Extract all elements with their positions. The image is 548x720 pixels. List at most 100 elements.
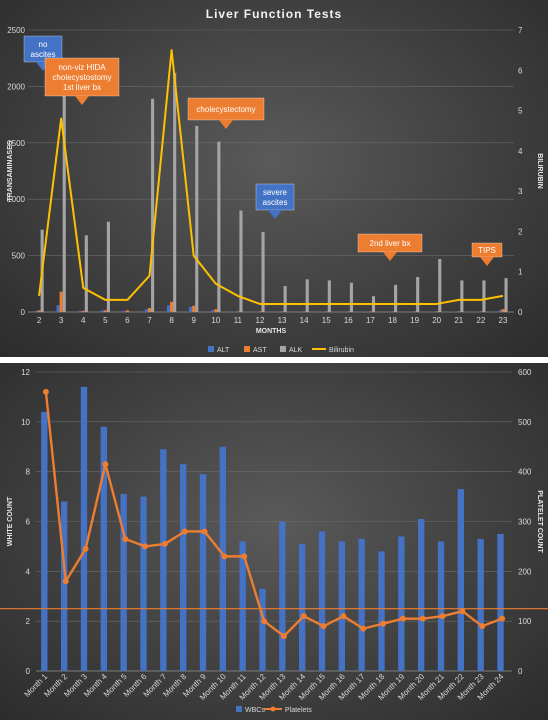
annotation-arrow (219, 120, 233, 129)
y2-tick-label: 300 (518, 518, 532, 527)
y-axis-label: WHITE COUNT (7, 496, 14, 546)
platelet-point (261, 618, 268, 625)
y2-axis-label: PLATELET COUNT (536, 490, 543, 553)
y2-tick-label: 6 (518, 66, 523, 75)
bar-alt (321, 311, 325, 312)
bar-ast (258, 311, 262, 312)
y-tick-label: 0 (21, 308, 26, 317)
bar-ast (346, 311, 350, 312)
legend-marker (270, 706, 276, 712)
bar-wbc (398, 536, 405, 671)
bar-wbc (437, 541, 445, 671)
bar-ast (324, 311, 328, 312)
y2-tick-label: 5 (518, 107, 523, 116)
platelet-point (142, 543, 149, 550)
bar-alk (151, 98, 155, 312)
bar-alk (283, 286, 287, 312)
bar-alt (277, 311, 281, 312)
bar-wbc (60, 501, 68, 671)
annotation-text: 2nd liver bx (370, 239, 411, 248)
bar-wbc (140, 496, 147, 671)
annotation-arrow (75, 96, 89, 105)
platelet-point (62, 578, 69, 585)
y-tick-label: 8 (26, 468, 31, 477)
bar-alk (482, 280, 486, 312)
annotation-callout: cholecystectomy (187, 97, 265, 129)
legend-label: AST (253, 347, 267, 354)
bar-alk (438, 258, 442, 312)
bar-alk (504, 278, 508, 312)
bar-alt (122, 310, 126, 312)
annotation-box (44, 57, 120, 97)
platelet-point (360, 625, 367, 632)
bar-alt (34, 310, 38, 312)
bar-alt (100, 310, 104, 312)
annotation-text: TIPS (478, 246, 496, 255)
platelet-point (201, 528, 208, 535)
legend-label: Platelets (285, 707, 312, 714)
bar-wbc (358, 538, 365, 671)
bar-alt (189, 306, 193, 312)
annotation-text: ascites (31, 50, 56, 59)
annotation-text: severe (263, 188, 288, 197)
y-tick-label: 2 (26, 617, 31, 626)
x-tick-label: 2 (37, 316, 42, 325)
platelet-point (320, 623, 327, 630)
platelet-point (459, 608, 466, 615)
platelet-point (181, 528, 188, 535)
chart-title: Liver Function Tests (206, 7, 342, 21)
platelet-point (479, 623, 486, 630)
bar-ast (192, 305, 196, 312)
y-tick-label: 2000 (7, 82, 25, 91)
bar-wbc (259, 588, 266, 671)
bar-alt (255, 311, 259, 312)
bar-alk (261, 231, 265, 312)
bar-wbc (199, 474, 207, 671)
bar-ast (125, 310, 129, 312)
x-tick-label: 19 (410, 316, 419, 325)
bar-alk (416, 277, 420, 312)
liver-function-chart-panel: Liver Function Tests 0 500 1000 1500 2000 2500… (0, 0, 548, 357)
annotation-text: cholecystostomy (52, 73, 111, 82)
annotation-box (255, 183, 295, 211)
bar-wbc (298, 543, 306, 671)
x-tick-label: 11 (234, 316, 243, 325)
legend-label: Bilirubin (329, 347, 354, 354)
platelet-point (122, 535, 129, 542)
platelet-point (399, 615, 406, 622)
x-tick-label: 7 (147, 316, 152, 325)
bar-alk (173, 72, 177, 312)
blood-count-chart-panel: 0 2 4 6 8 10 12 0 100 200 300 400 500 600 Month 1 Month… (0, 363, 548, 720)
annotation-arrow (480, 257, 494, 266)
annotation-arrow (268, 210, 282, 219)
y2-tick-label: 1 (518, 268, 523, 277)
bar-ast (479, 311, 483, 312)
y2-tick-label: 2 (518, 227, 523, 236)
bar-alk (349, 282, 353, 312)
bar-alk (84, 235, 88, 312)
bar-wbc (279, 521, 286, 671)
bar-alk (394, 284, 398, 312)
legend-swatch (244, 346, 250, 352)
bar-wbc (41, 411, 48, 671)
bar-alt (78, 310, 82, 312)
x-axis-label: MONTHS (256, 328, 287, 335)
bar-alt (144, 309, 148, 312)
bar-alk (106, 221, 110, 312)
bar-wbc (338, 541, 346, 671)
annotation-callout: TIPS (471, 242, 503, 266)
bar-alk (305, 279, 309, 312)
x-tick-label: 10 (211, 316, 220, 325)
bar-wbc (318, 531, 326, 671)
bar-ast (413, 311, 417, 312)
x-tick-label: 22 (476, 316, 485, 325)
y2-axis-label: BILIRUBIN (536, 153, 543, 188)
y-tick-label: 12 (21, 368, 30, 377)
bar-alt (409, 311, 414, 312)
bar-wbc (378, 551, 385, 671)
bar-alt (343, 311, 347, 312)
x-tick-label: 17 (366, 316, 375, 325)
y-tick-label: 6 (26, 518, 31, 527)
